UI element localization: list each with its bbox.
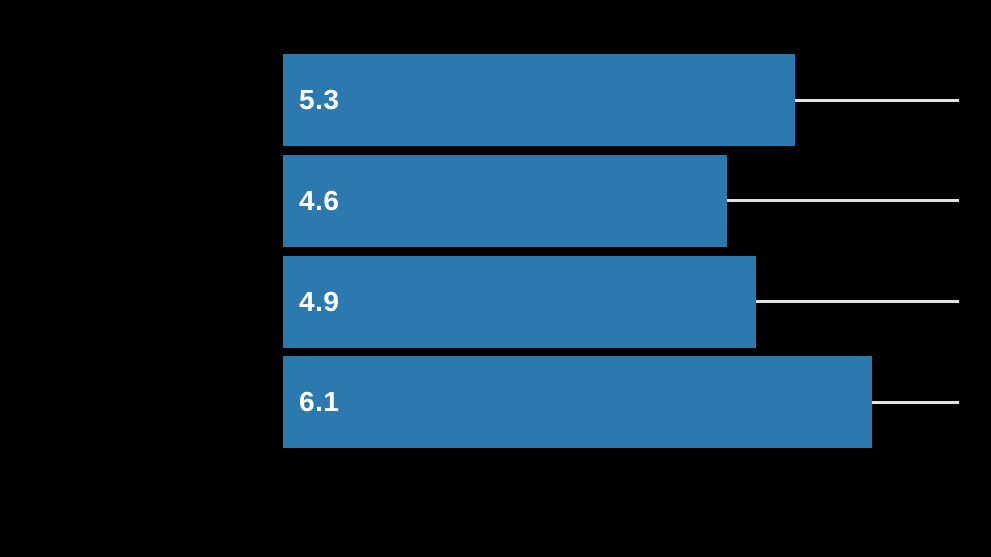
leader-line — [872, 400, 959, 404]
leader-line — [727, 199, 959, 203]
bar-segment: 6.1 — [283, 356, 873, 449]
bar-segment: 4.9 — [283, 255, 757, 348]
bar-value-label: 5.3 — [299, 84, 340, 115]
bar-segment: 5.3 — [283, 54, 795, 146]
leader-line — [794, 98, 959, 102]
leader-line — [756, 300, 959, 304]
bar-value-label: 4.9 — [299, 285, 340, 317]
bar-segment: 4.6 — [283, 154, 728, 247]
bar-value-label: 4.6 — [299, 184, 340, 216]
bar-value-label: 6.1 — [299, 386, 340, 418]
